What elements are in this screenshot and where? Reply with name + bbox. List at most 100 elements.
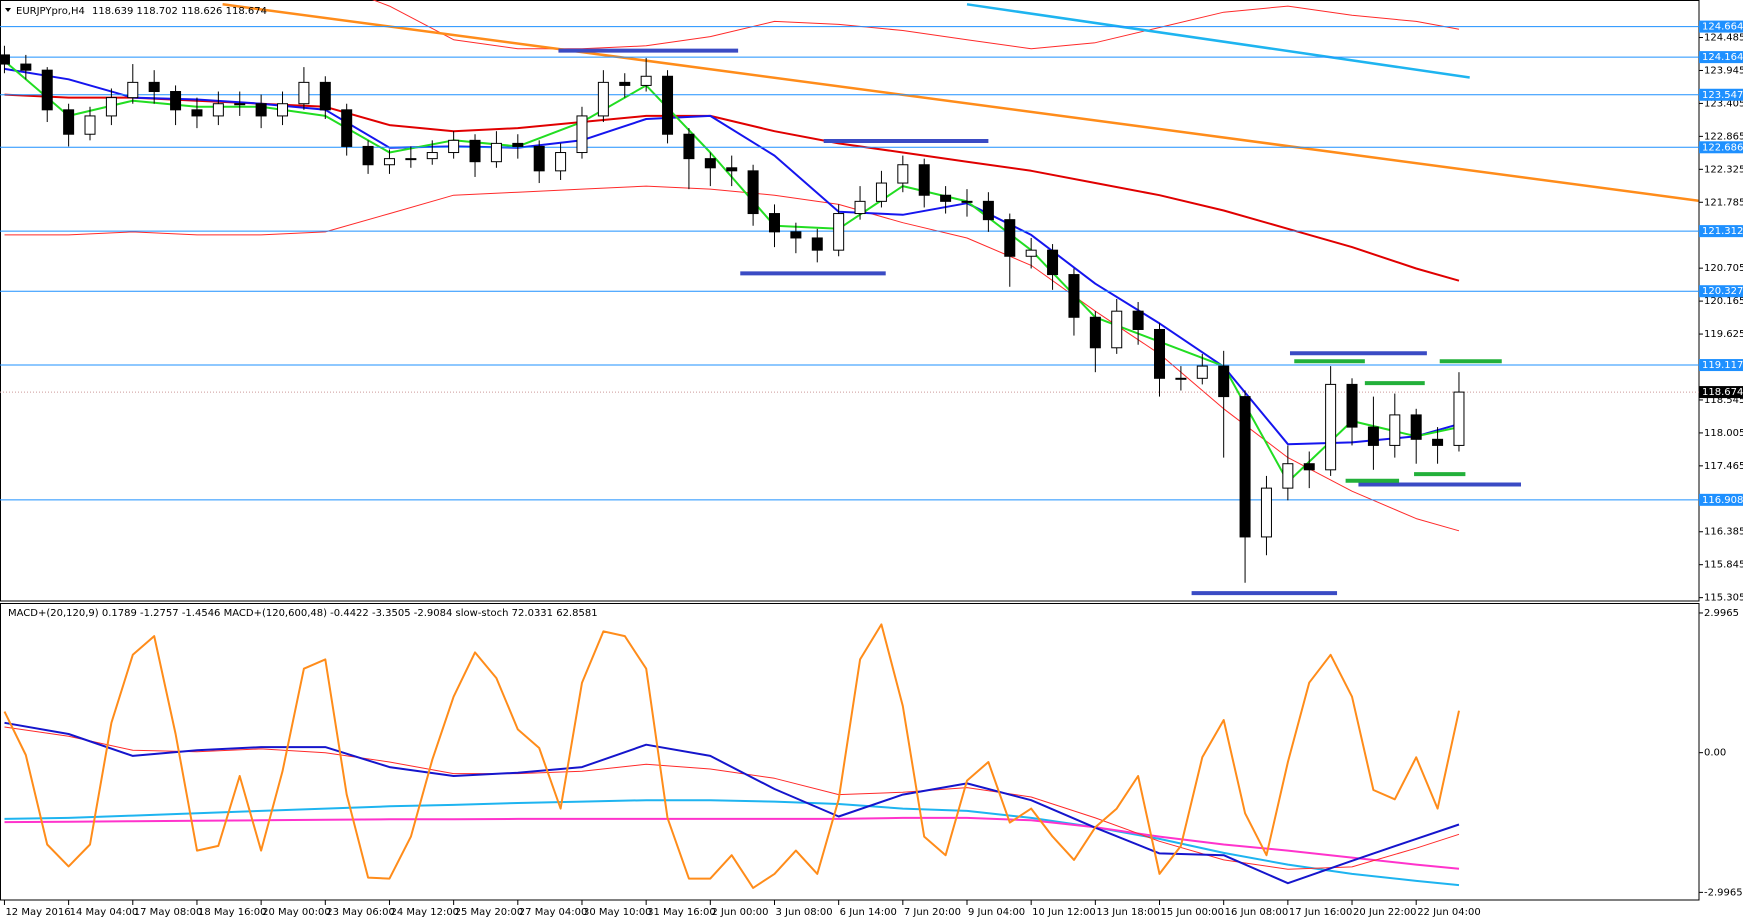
level-label: 119.117	[1702, 360, 1743, 371]
symbol-menu-icon[interactable]	[5, 8, 11, 12]
level-label: 124.164	[1702, 52, 1743, 63]
x-tick-label: 17 Jun 16:00	[1289, 907, 1353, 918]
x-tick-label: 31 May 16:00	[647, 907, 716, 918]
candle-body	[1325, 383, 1337, 471]
candle-body	[1025, 249, 1037, 257]
level-label: 123.547	[1702, 90, 1743, 101]
x-tick-label: 15 Jun 00:00	[1161, 907, 1225, 918]
candle-body	[1218, 365, 1230, 398]
moving-average	[4, 185, 1460, 532]
candle-body	[1432, 438, 1444, 446]
last-price-label: 118.674	[1702, 387, 1743, 398]
candle-body	[362, 145, 374, 166]
moving-average	[3, 60, 1460, 483]
x-tick-label: 14 May 04:00	[70, 907, 139, 918]
y-tick-label: 115.845	[1704, 560, 1743, 571]
axes: 124.485 123.945 123.405 122.865 122.325 121.7…	[3, 20, 1743, 918]
candle-body	[405, 158, 417, 161]
candle-body	[63, 109, 75, 135]
candle-body	[619, 81, 631, 86]
candle-body	[1175, 377, 1187, 380]
y-tick-label: 122.325	[1704, 164, 1743, 175]
candle-body	[597, 81, 609, 117]
y-tick-label: 118.005	[1704, 428, 1743, 439]
candle-body	[1239, 396, 1251, 538]
candle-body	[533, 145, 545, 172]
x-tick-label: 9 Jun 04:00	[968, 907, 1025, 918]
candle-body	[20, 63, 32, 71]
level-label-bg	[1699, 20, 1743, 33]
x-tick-label: 20 Jun 22:00	[1353, 907, 1417, 918]
candle-body	[854, 200, 866, 215]
x-tick-label: 13 Jun 18:00	[1096, 907, 1160, 918]
y-tick-label: 124.485	[1704, 33, 1743, 44]
candle-body	[212, 103, 224, 117]
candle-body	[683, 133, 695, 160]
candle-body	[662, 75, 674, 135]
candle-body	[811, 237, 823, 251]
x-tick-label: 24 May 12:00	[390, 907, 459, 918]
x-tick-label: 2 Jun 00:00	[711, 907, 768, 918]
candle-body	[790, 231, 802, 239]
trendline	[966, 3, 1470, 79]
y-tick-label: 118.545	[1704, 395, 1743, 406]
candle-body	[277, 103, 289, 117]
candle-body	[1389, 414, 1401, 446]
x-tick-label: 17 May 08:00	[134, 907, 203, 918]
level-label: 122.686	[1702, 142, 1743, 153]
candle-body	[298, 81, 310, 105]
candle-body	[469, 139, 481, 163]
candle-body	[1132, 310, 1144, 330]
candle-body	[961, 200, 973, 203]
candle-body	[918, 164, 930, 196]
indicator-title: MACD+(20,120,9) 0.1789 -1.2757 -1.4546 M…	[8, 608, 598, 619]
level-label-bg	[1699, 51, 1743, 64]
x-tick-label: 7 Jun 20:00	[904, 907, 961, 918]
candle-body	[127, 81, 139, 99]
candle-body	[747, 170, 759, 215]
x-tick-label: 22 Jun 04:00	[1417, 907, 1481, 918]
y-tick-label: 115.305	[1704, 593, 1743, 604]
x-tick-label: 16 Jun 08:00	[1225, 907, 1289, 918]
candle-body	[1154, 328, 1166, 379]
candle-body	[84, 115, 96, 135]
y-tick-label: 119.625	[1704, 329, 1743, 340]
x-tick-label: 30 May 10:00	[583, 907, 652, 918]
candle-body	[1068, 274, 1080, 318]
candle-body	[555, 152, 567, 172]
candle-body	[982, 200, 994, 221]
y-tick-label: 116.385	[1704, 527, 1743, 538]
candle-body	[0, 54, 10, 65]
y-tick-label: 122.865	[1704, 131, 1743, 142]
candle-body	[448, 139, 460, 154]
candle-body	[1111, 310, 1123, 349]
y-tick-label: 120.165	[1704, 296, 1743, 307]
macd-plot	[3, 623, 1460, 889]
candle-body	[426, 152, 438, 160]
x-tick-label: 25 May 20:00	[455, 907, 524, 918]
y-tick-label: 117.465	[1704, 461, 1743, 472]
candle-body	[704, 158, 716, 169]
level-label-bg	[1699, 493, 1743, 506]
level-label-bg	[1699, 359, 1743, 372]
x-tick-label: 10 Jun 12:00	[1032, 907, 1096, 918]
candle-body	[1004, 219, 1016, 257]
level-label-bg	[1699, 141, 1743, 154]
candle-body	[768, 213, 780, 233]
candle-body	[875, 182, 887, 202]
main-plot	[0, 0, 1699, 596]
y-tick-label: 120.705	[1704, 263, 1743, 274]
level-label-bg	[1699, 225, 1743, 238]
level-label-bg	[1699, 88, 1743, 101]
symbol-quote: 118.639 118.702 118.626 118.674	[92, 6, 267, 17]
level-label: 124.664	[1702, 22, 1743, 33]
candle-body	[255, 103, 267, 117]
x-tick-label: 18 May 16:00	[198, 907, 267, 918]
candle-body	[490, 142, 502, 163]
indicator-line	[4, 721, 1460, 885]
candle-body	[1410, 414, 1422, 440]
candle-body	[1260, 487, 1272, 538]
y-tick-label: 2.9965	[1704, 608, 1739, 619]
